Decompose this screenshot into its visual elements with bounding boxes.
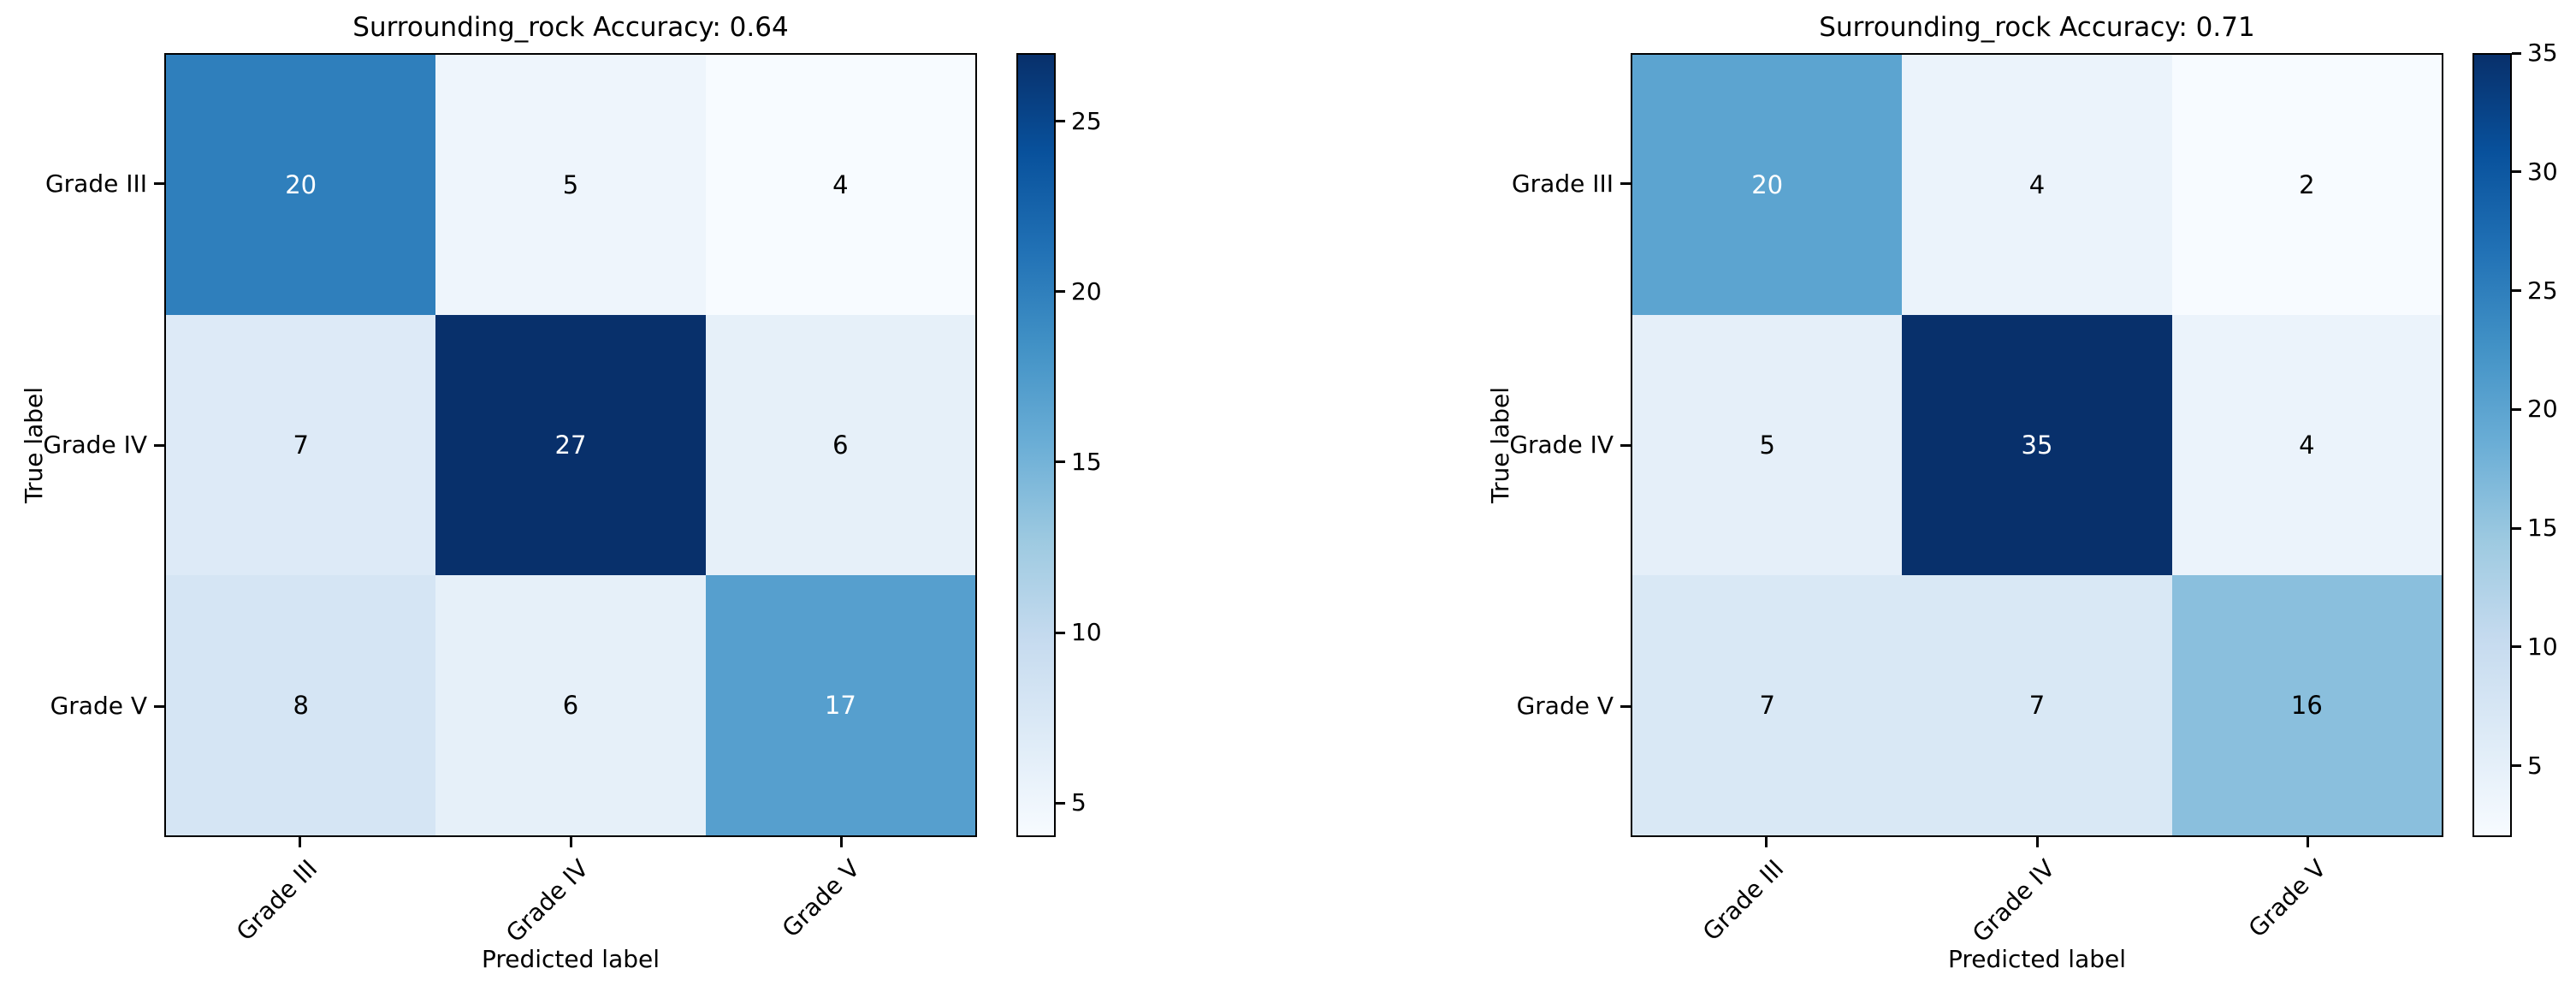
colorbar-tick-mark <box>2512 51 2521 55</box>
matrix-cell: 8 <box>166 575 436 835</box>
x-axis-label: Predicted label <box>1947 945 2127 973</box>
y-tick-label: Grade IV <box>43 431 147 459</box>
matrix-cell: 16 <box>2171 575 2442 835</box>
matrix-cell: 6 <box>435 575 706 835</box>
colorbar-tick-mark <box>2512 526 2521 530</box>
x-tick-mark <box>1764 837 1768 847</box>
y-tick-label: Grade V <box>50 692 147 721</box>
colorbar-tick-label: 10 <box>2527 632 2558 661</box>
colorbar-tick-mark <box>2512 407 2521 411</box>
colorbar-tick-label: 15 <box>2527 514 2558 543</box>
y-tick-mark <box>154 443 164 447</box>
plot-title: Surrounding_rock Accuracy: 0.71 <box>1819 12 2255 43</box>
colorbar-tick-label: 30 <box>2527 157 2558 186</box>
matrix-cell: 35 <box>1902 315 2172 575</box>
colorbar-tick-mark <box>2512 764 2521 768</box>
y-tick-mark <box>1620 443 1631 447</box>
colorbar-tick-label: 15 <box>1071 447 1102 476</box>
matrix-cell: 7 <box>166 315 436 575</box>
colorbar-tick-mark <box>1056 120 1065 123</box>
x-tick-mark <box>298 837 301 847</box>
matrix-cell: 5 <box>435 55 706 315</box>
colorbar-tick-label: 25 <box>2527 276 2558 305</box>
matrix-cell: 20 <box>166 55 436 315</box>
x-tick-mark <box>569 837 572 847</box>
colorbar-tick-mark <box>1056 801 1065 805</box>
x-axis-label: Predicted label <box>481 945 660 973</box>
colorbar <box>2472 53 2512 837</box>
y-tick-label: Grade V <box>1516 692 1614 721</box>
heatmap-axes: 20 4 2 5 35 4 7 7 16 <box>1631 53 2443 837</box>
matrix-cell: 4 <box>2171 315 2442 575</box>
colorbar-tick-mark <box>1056 460 1065 464</box>
matrix-cell: 2 <box>2171 55 2442 315</box>
colorbar-tick-mark <box>2512 170 2521 174</box>
matrix-cell: 5 <box>1632 315 1903 575</box>
colorbar-tick-label: 35 <box>2527 39 2558 67</box>
matrix-cell: 4 <box>1902 55 2172 315</box>
colorbar-tick-label: 25 <box>1071 106 1102 135</box>
colorbar-tick-label: 5 <box>1071 788 1087 817</box>
plot-title: Surrounding_rock Accuracy: 0.64 <box>352 12 789 43</box>
colorbar-tick-label: 20 <box>1071 276 1102 306</box>
matrix-cell: 4 <box>705 55 975 315</box>
matrix-cell: 20 <box>1632 55 1903 315</box>
y-tick-mark <box>154 704 164 708</box>
matrix-cell: 27 <box>435 315 706 575</box>
colorbar-tick-mark <box>1056 290 1065 294</box>
colorbar-tick-label: 5 <box>2527 751 2543 780</box>
x-tick-mark <box>2035 837 2039 847</box>
y-tick-mark <box>154 182 164 186</box>
heatmap-axes: 20 5 4 7 27 6 8 6 17 <box>164 53 977 837</box>
colorbar-tick-label: 10 <box>1071 618 1102 647</box>
colorbar <box>1016 53 1056 837</box>
y-tick-mark <box>1620 182 1631 186</box>
y-tick-label: Grade IV <box>1509 431 1614 459</box>
matrix-cell: 7 <box>1902 575 2172 835</box>
x-tick-mark <box>2307 837 2310 847</box>
x-tick-mark <box>840 837 844 847</box>
colorbar-tick-mark <box>1056 631 1065 634</box>
matrix-cell: 7 <box>1632 575 1903 835</box>
y-tick-label: Grade III <box>1511 169 1614 198</box>
y-tick-label: Grade III <box>44 169 147 198</box>
colorbar-tick-mark <box>2512 645 2521 649</box>
y-tick-mark <box>1620 704 1631 708</box>
colorbar-tick-mark <box>2512 289 2521 293</box>
colorbar-tick-label: 20 <box>2527 395 2558 424</box>
matrix-cell: 6 <box>705 315 975 575</box>
matrix-cell: 17 <box>705 575 975 835</box>
